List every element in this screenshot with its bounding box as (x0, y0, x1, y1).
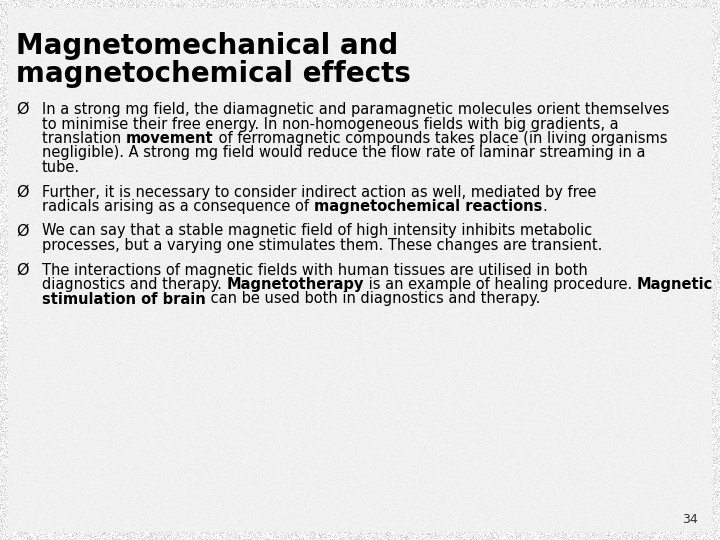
Text: magnetochemical reactions: magnetochemical reactions (314, 199, 542, 214)
Text: .: . (542, 199, 546, 214)
Text: Magnetomechanical and: Magnetomechanical and (16, 32, 398, 60)
Text: stimulation of brain: stimulation of brain (42, 292, 206, 307)
Text: magnetochemical effects: magnetochemical effects (16, 60, 411, 88)
Text: radicals arising as a consequence of: radicals arising as a consequence of (42, 199, 314, 214)
Text: tube.: tube. (42, 160, 80, 175)
Text: can be used both in diagnostics and therapy.: can be used both in diagnostics and ther… (206, 292, 540, 307)
Text: In a strong mg field, the diamagnetic and paramagnetic molecules orient themselv: In a strong mg field, the diamagnetic an… (42, 102, 670, 117)
Text: Magnetotherapy: Magnetotherapy (227, 277, 364, 292)
Text: is an example of healing procedure.: is an example of healing procedure. (364, 277, 636, 292)
Text: Ø: Ø (16, 102, 29, 117)
Text: We can say that a stable magnetic field of high intensity inhibits metabolic: We can say that a stable magnetic field … (42, 224, 593, 239)
Text: Ø: Ø (16, 224, 29, 239)
Text: negligible). A strong mg field would reduce the flow rate of laminar streaming i: negligible). A strong mg field would red… (42, 145, 646, 160)
Text: movement: movement (126, 131, 214, 146)
Text: The interactions of magnetic fields with human tissues are utilised in both: The interactions of magnetic fields with… (42, 262, 588, 278)
Text: of ferromagnetic compounds takes place (in living organisms: of ferromagnetic compounds takes place (… (214, 131, 667, 146)
Text: translation: translation (42, 131, 126, 146)
Text: Ø: Ø (16, 262, 29, 278)
Text: diagnostics and therapy.: diagnostics and therapy. (42, 277, 227, 292)
Text: to minimise their free energy. In non-homogeneous fields with big gradients, a: to minimise their free energy. In non-ho… (42, 117, 618, 132)
Text: Magnetic: Magnetic (636, 277, 713, 292)
Text: Further, it is necessary to consider indirect action as well, mediated by free: Further, it is necessary to consider ind… (42, 185, 596, 199)
FancyBboxPatch shape (8, 8, 712, 532)
Text: processes, but a varying one stimulates them. These changes are transient.: processes, but a varying one stimulates … (42, 238, 603, 253)
Text: Ø: Ø (16, 185, 29, 199)
Text: 34: 34 (683, 513, 698, 526)
